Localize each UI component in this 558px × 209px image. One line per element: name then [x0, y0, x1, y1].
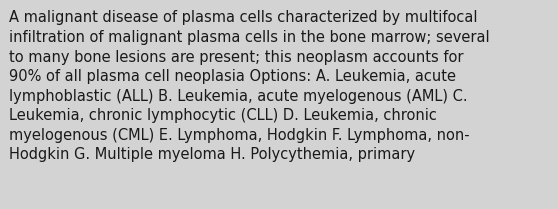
Text: A malignant disease of plasma cells characterized by multifocal
infiltration of : A malignant disease of plasma cells char…	[9, 10, 489, 162]
